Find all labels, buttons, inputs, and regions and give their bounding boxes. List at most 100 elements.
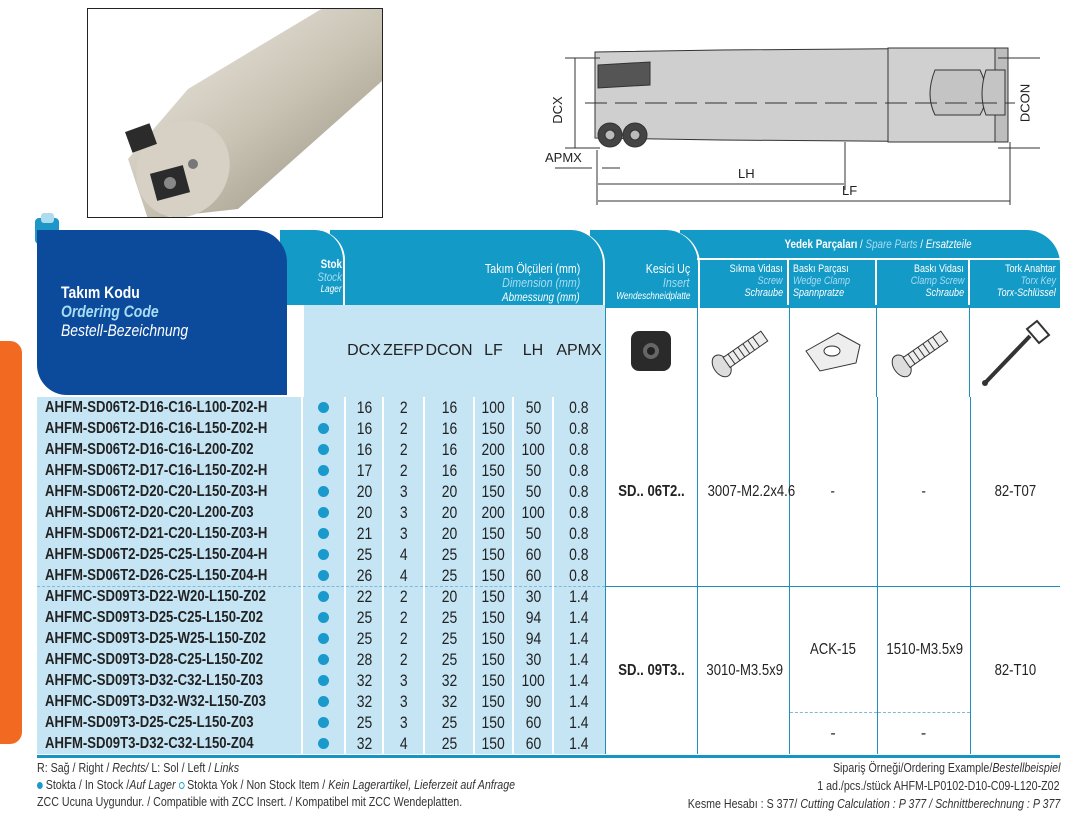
table-row: AHFMC-SD09T3-D32-W32-L150-Z03 32 3 32 150 90 1…	[37, 691, 1060, 712]
lh-cell: 100	[512, 502, 553, 523]
zefp-cell: 3	[382, 481, 424, 502]
apmx-cell: 0.8	[552, 523, 605, 544]
screw-header: Sıkma Vidası Screw Schraube	[697, 260, 789, 305]
ordering-code: AHFMC-SD09T3-D25-W25-L150-Z02	[37, 628, 302, 649]
apmx-cell: 0.8	[552, 397, 605, 418]
in-stock-dot-icon	[318, 717, 329, 728]
lf-cell: 150	[473, 565, 513, 586]
dim-header-lf: LF	[484, 342, 503, 359]
lf-cell: 200	[473, 439, 513, 460]
ordering-code: AHFMC-SD09T3-D22-W20-L150-Z02	[37, 585, 302, 607]
stock-title: Stok Stock Lager	[317, 257, 342, 296]
dcon-cell: 32	[423, 670, 474, 691]
insert-header	[590, 230, 700, 308]
stock-indicator	[301, 607, 345, 628]
lf-cell: 150	[473, 544, 513, 565]
dim-header-dcon: DCON	[425, 342, 473, 359]
lh-cell: 100	[512, 439, 553, 460]
zefp-cell: 3	[382, 670, 424, 691]
table-row: AHFMC-SD09T3-D28-C25-L150-Z02 28 2 25 150 30 1…	[37, 649, 1060, 670]
dim-header-dcx: DCX	[347, 342, 381, 359]
zefp-cell: 2	[382, 397, 424, 418]
lh-cell: 50	[512, 460, 553, 481]
ordering-code: AHFM-SD06T2-D17-C16-L150-Z02-H	[37, 460, 302, 481]
zefp-cell: 2	[382, 649, 424, 670]
dimension-title: Takım Ölçüleri (mm) Dimension (mm) Abmes…	[484, 261, 580, 305]
lf-cell: 150	[473, 691, 513, 712]
section-tab-orange	[0, 341, 22, 744]
dimension-columns: DCX ZEFP DCON LF LH APMX	[345, 342, 605, 360]
table-row: AHFM-SD06T2-D16-C16-L150-Z02-H 16 2 16 150 50…	[37, 418, 1060, 439]
apmx-cell: 1.4	[552, 628, 605, 649]
legend-direction: R: Sağ / Right / Rechts/ L: Sol / Left /…	[37, 760, 240, 775]
ordering-example-title: Sipariş Örneği/Ordering Example/Bestellb…	[832, 760, 1060, 775]
in-stock-dot-icon	[318, 549, 329, 560]
torx-key-header: Tork Anahtar Torx Key Torx-Schlüssel	[997, 263, 1056, 299]
ordering-code: AHFM-SD06T2-D21-C20-L150-Z03-H	[37, 523, 302, 544]
ordering-code-title: Takım Kodu Ordering Code Bestell-Bezeich…	[61, 283, 189, 340]
in-stock-dot-icon	[318, 528, 329, 539]
table-row: AHFM-SD06T2-D26-C25-L150-Z04-H 26 4 25 150 60…	[37, 565, 1060, 586]
stock-indicator	[301, 544, 345, 565]
dcon-cell: 25	[423, 628, 474, 649]
screw-icon	[698, 305, 790, 397]
stock-indicator	[301, 439, 345, 460]
ordering-code-header	[37, 230, 287, 395]
apmx-cell: 1.4	[552, 691, 605, 712]
ordering-code: AHFMC-SD09T3-D32-C32-L150-Z03	[37, 670, 302, 691]
lf-cell: 150	[473, 670, 513, 691]
ordering-code: AHFMC-SD09T3-D28-C25-L150-Z02	[37, 649, 302, 670]
dcon-cell: 25	[423, 544, 474, 565]
apmx-cell: 1.4	[552, 585, 605, 607]
table-row: AHFM-SD06T2-D16-C16-L100-Z02-H 16 2 16 100 50…	[37, 397, 1060, 586]
in-stock-dot-icon	[318, 402, 329, 413]
dcx-cell: 25	[344, 712, 383, 733]
dim-header-apmx: APMX	[556, 342, 602, 359]
in-stock-dot-icon	[37, 782, 43, 789]
dcon-cell: 16	[423, 397, 474, 418]
stock-indicator	[301, 670, 345, 691]
square-insert-icon	[606, 305, 698, 397]
lh-cell: 30	[512, 649, 553, 670]
dcx-cell: 16	[344, 418, 383, 439]
dcon-cell: 25	[423, 607, 474, 628]
zefp-cell: 4	[382, 733, 424, 754]
ordering-code: AHFM-SD06T2-D20-C20-L150-Z03-H	[37, 481, 302, 502]
zefp-cell: 3	[382, 691, 424, 712]
in-stock-dot-icon	[318, 675, 329, 686]
dcon-cell: 16	[423, 439, 474, 460]
lh-label: LH	[738, 166, 755, 181]
in-stock-dot-icon	[318, 633, 329, 644]
ordering-code: AHFM-SD09T3-D32-C32-L150-Z04	[37, 733, 302, 754]
dcon-cell: 32	[423, 691, 474, 712]
apmx-label: APMX	[545, 150, 582, 165]
dcon-label: DCON	[1017, 84, 1032, 122]
dimension-header	[330, 230, 605, 308]
legend-compat: ZCC Ucuna Uygundur. / Compatible with ZC…	[37, 794, 463, 809]
stock-indicator	[301, 733, 345, 754]
table-row: AHFM-SD06T2-D17-C16-L150-Z02-H 17 2 16 150 50…	[37, 460, 1060, 481]
dcon-cell: 25	[423, 712, 474, 733]
lh-cell: 94	[512, 628, 553, 649]
wedge-clamp-cell: -	[788, 711, 877, 754]
spare-parts-title: Yedek Parçaları / Spare Parts / Ersatzte…	[784, 237, 973, 251]
lf-label: LF	[842, 183, 857, 198]
table-row: AHFM-SD09T3-D32-C32-L150-Z04 32 4 25 150 60 1.…	[37, 733, 1060, 754]
lf-cell: 150	[473, 481, 513, 502]
dcx-cell: 25	[344, 628, 383, 649]
lf-cell: 150	[473, 460, 513, 481]
product-photo	[87, 8, 383, 218]
dcx-cell: 16	[344, 397, 383, 418]
dcon-cell: 20	[423, 523, 474, 544]
ordering-code: AHFM-SD06T2-D20-C20-L200-Z03	[37, 502, 302, 523]
dcx-cell: 21	[344, 523, 383, 544]
lf-cell: 150	[473, 585, 513, 607]
ordering-example: 1 ad./pcs./stück AHFM-LP0102-D10-C09-L12…	[817, 778, 1060, 793]
clamp-screw-cell: -	[876, 397, 970, 586]
dcx-cell: 17	[344, 460, 383, 481]
dcx-label: DCX	[550, 96, 565, 124]
table-row: AHFMC-SD09T3-D25-W25-L150-Z02 25 2 25 150 94 1…	[37, 628, 1060, 649]
product-table: AHFM-SD06T2-D16-C16-L100-Z02-H 16 2 16 100 50…	[37, 397, 1060, 754]
dcx-cell: 28	[344, 649, 383, 670]
dim-header-zefp: ZEFP	[383, 342, 424, 359]
